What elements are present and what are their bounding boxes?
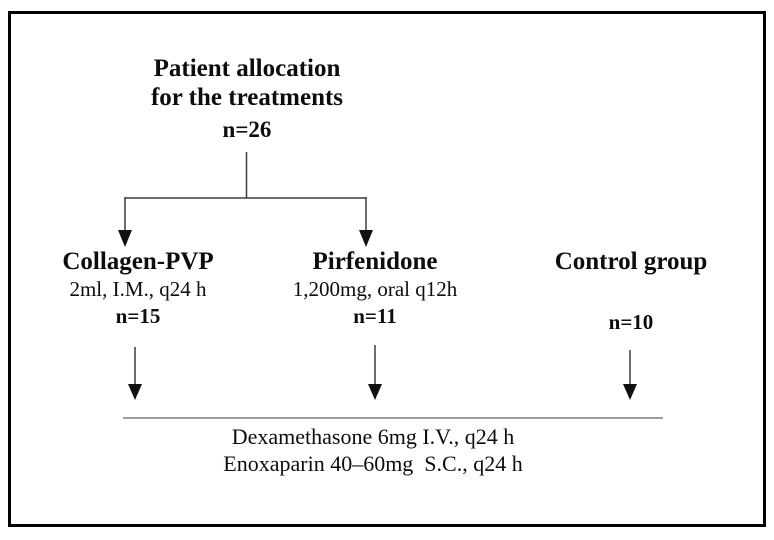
common-treatment-line1: Dexamethasone 6mg I.V., q24 h	[231, 424, 515, 449]
branch-pirfenidone-dose: 1,200mg, oral q12h	[292, 277, 458, 301]
common-treatment-line2: Enoxaparin 40–60mg S.C., q24 h	[223, 451, 523, 476]
branch-control-group: Control group n=10	[555, 247, 708, 336]
branch-collagen-pvp: Collagen-PVP 2ml, I.M., q24 h n=15	[62, 247, 213, 330]
diagram-border	[8, 11, 766, 527]
allocation-count: n=26	[222, 117, 272, 142]
branch-collagen-pvp-name: Collagen-PVP	[62, 248, 214, 275]
branch-pirfenidone-name: Pirfenidone	[312, 248, 438, 275]
arrowhead-collagen-icon	[118, 230, 132, 247]
arrowhead-control-to-common-icon	[623, 384, 637, 400]
common-treatment: Dexamethasone 6mg I.V., q24 h Enoxaparin…	[223, 423, 522, 477]
branch-pirfenidone: Pirfenidone 1,200mg, oral q12h n=11	[293, 247, 457, 330]
branch-control-group-name: Control group	[554, 248, 708, 275]
branch-control-group-count: n=10	[608, 310, 654, 334]
branch-collagen-pvp-count: n=15	[115, 304, 161, 328]
branch-collagen-pvp-dose: 2ml, I.M., q24 h	[69, 277, 207, 301]
arrowhead-pirfenidone-to-common-icon	[368, 384, 382, 400]
branch-control-group-dose	[555, 276, 708, 303]
allocation-title-line1: Patient allocation	[153, 55, 341, 82]
allocation-title: Patient allocation for the treatments n=…	[151, 54, 343, 143]
arrowhead-pirfenidone-icon	[359, 230, 373, 247]
branch-pirfenidone-count: n=11	[353, 304, 397, 328]
arrowhead-collagen-to-common-icon	[128, 384, 142, 400]
allocation-title-line2: for the treatments	[150, 84, 344, 111]
